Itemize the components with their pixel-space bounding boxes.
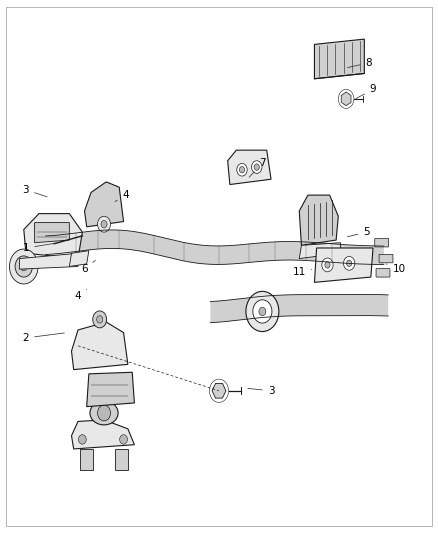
Polygon shape: [71, 322, 128, 369]
FancyBboxPatch shape: [376, 269, 390, 277]
Circle shape: [15, 256, 32, 277]
Text: 11: 11: [293, 267, 312, 277]
Polygon shape: [85, 182, 124, 227]
Text: 10: 10: [386, 264, 406, 274]
Polygon shape: [24, 214, 82, 259]
Circle shape: [251, 161, 262, 173]
Circle shape: [97, 316, 103, 323]
Circle shape: [101, 221, 107, 228]
Circle shape: [346, 260, 352, 266]
Circle shape: [253, 300, 272, 323]
Circle shape: [98, 405, 110, 421]
Text: 6: 6: [81, 260, 95, 274]
Polygon shape: [210, 294, 388, 322]
Text: 9: 9: [356, 84, 376, 99]
FancyBboxPatch shape: [375, 238, 389, 247]
Polygon shape: [299, 195, 338, 245]
FancyBboxPatch shape: [80, 449, 93, 470]
Circle shape: [78, 435, 86, 444]
Circle shape: [240, 166, 244, 173]
Circle shape: [93, 311, 106, 328]
Polygon shape: [299, 243, 340, 259]
Polygon shape: [314, 248, 373, 282]
Circle shape: [325, 262, 330, 268]
Polygon shape: [314, 39, 364, 79]
FancyBboxPatch shape: [115, 449, 128, 470]
Circle shape: [343, 256, 355, 270]
Text: 1: 1: [23, 243, 56, 253]
Ellipse shape: [90, 401, 118, 425]
Circle shape: [246, 292, 279, 332]
Text: 3: 3: [23, 185, 47, 197]
Text: 8: 8: [347, 58, 372, 68]
Polygon shape: [87, 372, 134, 407]
Polygon shape: [71, 420, 134, 449]
Circle shape: [10, 249, 38, 284]
Polygon shape: [19, 253, 78, 269]
Text: 2: 2: [23, 333, 64, 343]
Polygon shape: [69, 251, 89, 266]
Circle shape: [120, 435, 127, 444]
FancyBboxPatch shape: [379, 254, 393, 263]
Polygon shape: [35, 223, 69, 243]
Circle shape: [322, 258, 333, 272]
Text: 7: 7: [249, 158, 266, 177]
Circle shape: [237, 164, 247, 176]
Text: 3: 3: [248, 386, 274, 396]
Text: 5: 5: [347, 227, 370, 237]
Circle shape: [254, 164, 259, 170]
Text: 4: 4: [75, 289, 87, 301]
Polygon shape: [228, 150, 271, 184]
Circle shape: [20, 262, 27, 271]
Circle shape: [259, 307, 266, 316]
Circle shape: [98, 216, 110, 232]
Text: 4: 4: [115, 190, 129, 201]
Polygon shape: [46, 230, 384, 264]
